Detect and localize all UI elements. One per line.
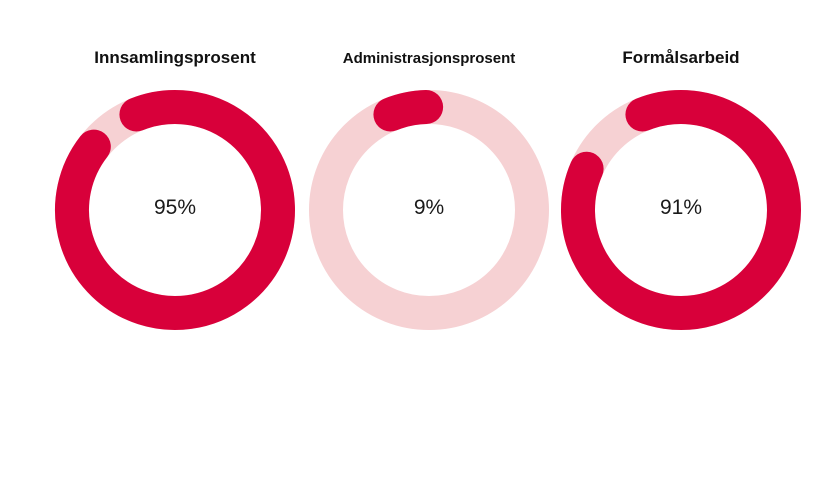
donut-arc xyxy=(373,90,444,132)
donut-chart xyxy=(309,90,549,330)
gauge-title: Innsamlingsprosent xyxy=(94,48,256,67)
gauge-formalsarbeid: Formålsarbeid 91% xyxy=(551,40,811,340)
gauge-value: 91% xyxy=(659,196,703,219)
gauge-innsamlingsprosent: Innsamlingsprosent 95% xyxy=(45,40,305,340)
gauge-administrasjonsprosent: Administrasjonsprosent 9% xyxy=(299,40,559,340)
gauge-title: Administrasjonsprosent xyxy=(342,50,516,67)
gauge-title: Formålsarbeid xyxy=(622,48,740,67)
gauge-value: 95% xyxy=(153,196,197,219)
donut-arc xyxy=(55,90,295,330)
gauge-value: 9% xyxy=(413,196,445,219)
donut-arc xyxy=(561,90,801,330)
donut-chart xyxy=(55,90,295,330)
donut-chart xyxy=(561,90,801,330)
